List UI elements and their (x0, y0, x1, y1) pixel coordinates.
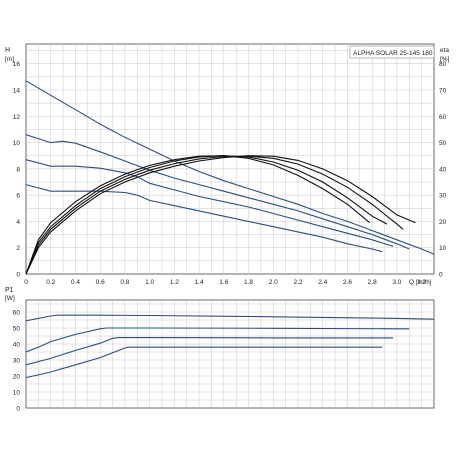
power-axis-unit: [W] (5, 295, 15, 302)
x-axis-label: Q (409, 279, 414, 286)
eta-y-tick-label: 20 (439, 219, 447, 226)
power-curves (25, 314, 435, 379)
eta-curve-3 (25, 155, 388, 275)
eta-y-tick-label: 0 (439, 272, 443, 279)
x-axis-unit: [m³/h] (416, 280, 432, 286)
eta-y-tick-label: 10 (439, 245, 447, 252)
eta-curve-2 (25, 155, 404, 275)
eta-y-ticks: 0 10 20 30 40 50 60 70 80 (439, 61, 447, 278)
x-tick-label: 1.6 (219, 279, 228, 286)
x-tick-label: 2.0 (269, 279, 278, 286)
x-tick-label: 3.2 (417, 279, 426, 286)
power-y-tick-label: 50 (13, 326, 21, 333)
power-curve-1 (25, 314, 435, 322)
x-tick-label: 0.2 (46, 279, 55, 286)
eta-curve-1 (25, 155, 416, 275)
eta-curve-4 (25, 155, 371, 275)
x-tick-label: 0.6 (96, 279, 105, 286)
x-tick-label: 2.4 (318, 279, 327, 286)
power-curve-4 (25, 346, 383, 379)
title-box (349, 45, 435, 59)
head-y-tick-label: 4 (16, 219, 20, 226)
power-chart: 0 10 20 30 40 50 60 P1 [W] (5, 287, 435, 413)
head-y-tick-label: 12 (13, 114, 21, 121)
eta-axis-unit: [%] (440, 56, 450, 63)
head-plot-frame (25, 43, 435, 275)
eta-curves (25, 155, 416, 275)
head-x-ticks: 0 0.2 0.4 0.6 0.8 1.0 1.2 1.4 1.6 1.8 2.0 2.2 2.4 2.6… (24, 279, 426, 286)
x-tick-label: 2.2 (293, 279, 302, 286)
head-y-tick-label: 14 (13, 88, 21, 95)
head-curve-1 (25, 80, 435, 255)
head-axis-label: H (5, 47, 10, 54)
power-y-tick-label: 30 (13, 358, 21, 365)
eta-y-tick-label: 50 (439, 140, 447, 147)
x-tick-label: 1.4 (195, 279, 204, 286)
x-tick-label: 3.0 (392, 279, 401, 286)
chart-title: ALPHA SOLAR 25-145 180 (353, 50, 433, 57)
head-y-tick-label: 10 (13, 140, 21, 147)
power-y-tick-label: 60 (13, 310, 21, 317)
head-y-tick-label: 8 (16, 166, 20, 173)
eta-y-tick-label: 30 (439, 193, 447, 200)
x-tick-label: 0 (24, 279, 28, 286)
power-y-tick-label: 0 (16, 406, 20, 413)
head-y-tick-label: 2 (16, 245, 20, 252)
power-y-ticks: 0 10 20 30 40 50 60 (13, 310, 21, 413)
head-y-tick-label: 16 (13, 61, 21, 68)
eta-y-tick-label: 80 (439, 61, 447, 68)
power-curve-3 (25, 337, 394, 366)
x-tick-label: 2.6 (343, 279, 352, 286)
power-y-tick-label: 20 (13, 374, 21, 381)
power-axis-label: P1 (5, 287, 14, 294)
eta-y-tick-label: 60 (439, 114, 447, 121)
x-tick-label: 1.0 (145, 279, 154, 286)
eta-y-tick-label: 40 (439, 166, 447, 173)
power-curve-2 (25, 327, 410, 353)
eta-axis-label: eta (440, 47, 449, 54)
head-y-tick-label: 6 (16, 193, 20, 200)
eta-y-tick-label: 70 (439, 88, 447, 95)
head-y-ticks: 0 2 4 6 8 10 12 14 16 (13, 61, 21, 278)
head-axis-unit: [m] (5, 56, 14, 63)
head-curve-3 (25, 159, 394, 247)
x-tick-label: 1.2 (170, 279, 179, 286)
head-y-tick-label: 0 (16, 272, 20, 279)
power-y-tick-label: 10 (13, 390, 21, 397)
x-tick-label: 0.4 (71, 279, 80, 286)
x-tick-label: 0.8 (120, 279, 129, 286)
head-curve-2 (25, 134, 410, 250)
power-y-tick-label: 40 (13, 342, 21, 349)
x-tick-label: 1.8 (244, 279, 253, 286)
x-tick-label: 2.8 (368, 279, 377, 286)
